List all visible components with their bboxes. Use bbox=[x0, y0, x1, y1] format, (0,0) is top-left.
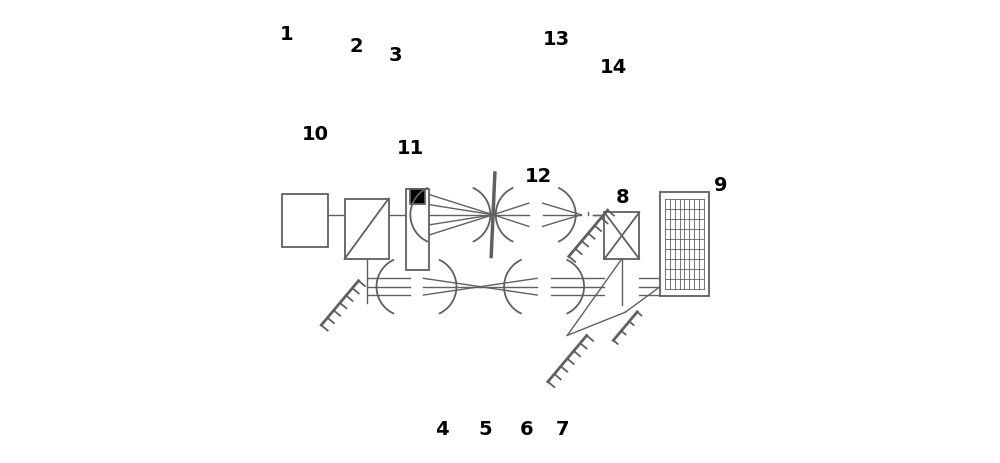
Text: 12: 12 bbox=[525, 167, 552, 185]
Text: 2: 2 bbox=[349, 37, 363, 56]
Text: 7: 7 bbox=[556, 419, 569, 438]
Text: 14: 14 bbox=[600, 58, 627, 76]
Bar bbox=[660, 192, 709, 296]
Bar bbox=[406, 190, 429, 271]
Text: 6: 6 bbox=[520, 419, 534, 438]
Bar bbox=[345, 199, 389, 259]
Text: 1: 1 bbox=[280, 25, 293, 44]
Text: 4: 4 bbox=[435, 419, 449, 438]
Bar bbox=[410, 190, 425, 205]
Text: 11: 11 bbox=[397, 139, 425, 157]
Text: 5: 5 bbox=[478, 419, 492, 438]
Text: 13: 13 bbox=[543, 30, 570, 49]
Text: 9: 9 bbox=[714, 176, 727, 194]
Text: 10: 10 bbox=[302, 125, 329, 144]
Bar bbox=[604, 213, 639, 259]
Text: 3: 3 bbox=[389, 46, 402, 65]
Text: 8: 8 bbox=[616, 188, 630, 206]
Bar bbox=[282, 194, 328, 248]
